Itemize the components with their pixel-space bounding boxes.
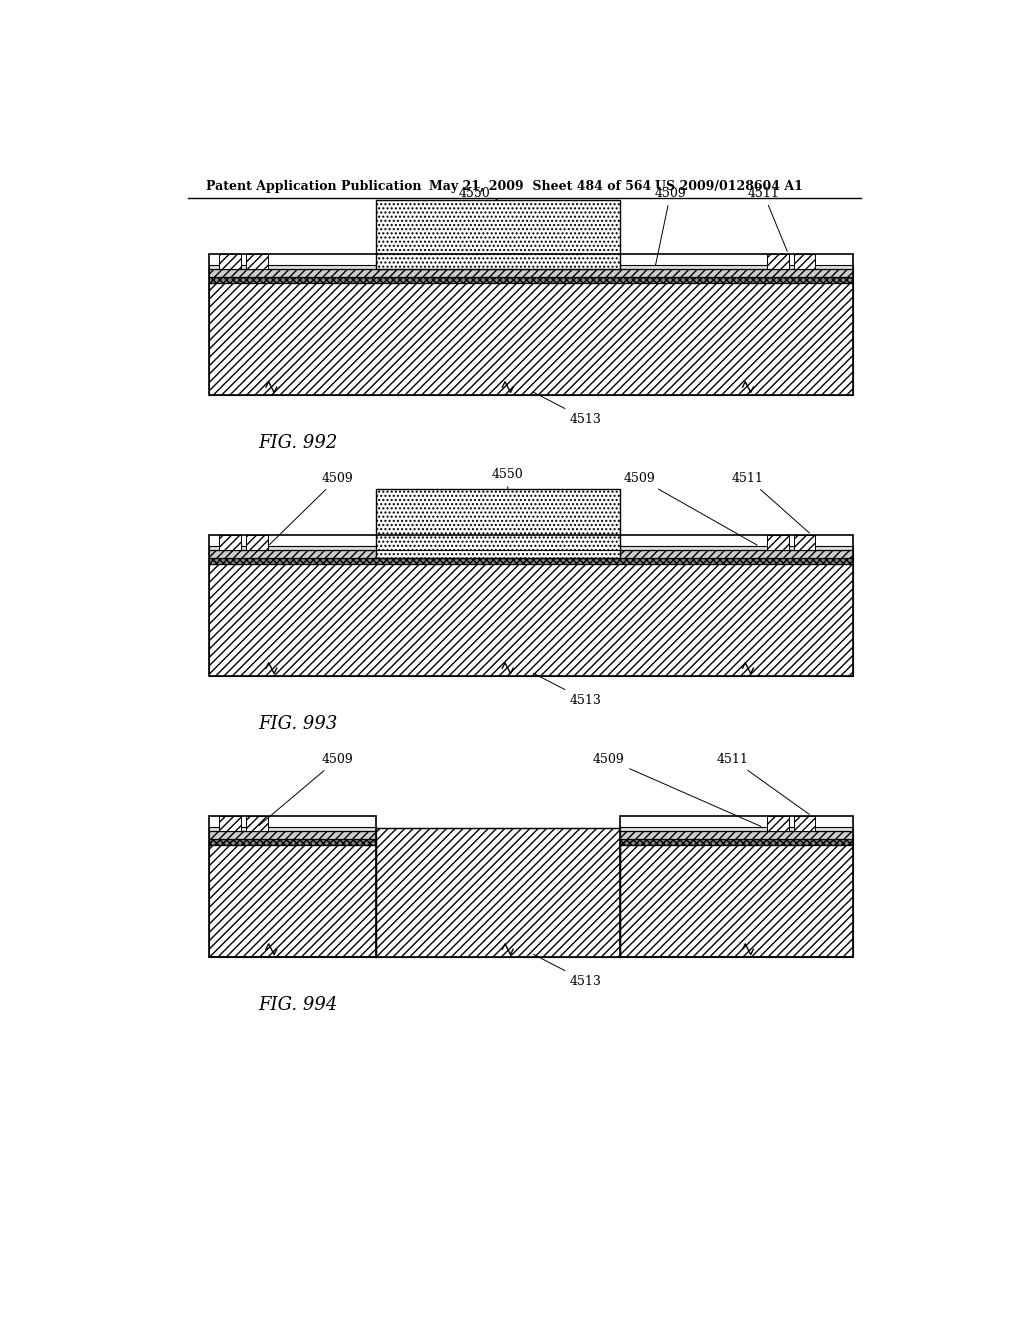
Bar	[209, 826, 376, 832]
Text: Patent Application Publication: Patent Application Publication	[206, 180, 421, 193]
Bar	[767, 816, 790, 832]
Bar	[621, 550, 853, 558]
Text: FIG. 992: FIG. 992	[258, 433, 338, 451]
Text: May 21, 2009  Sheet 484 of 564: May 21, 2009 Sheet 484 of 564	[429, 180, 651, 193]
Text: US 2009/0128604 A1: US 2009/0128604 A1	[655, 180, 803, 193]
Bar	[209, 545, 853, 550]
Bar	[246, 535, 267, 550]
Bar	[621, 832, 853, 840]
Text: 4511: 4511	[732, 471, 809, 533]
Bar	[246, 253, 267, 269]
Text: 4513: 4513	[534, 954, 601, 987]
Bar	[209, 269, 853, 277]
Bar	[376, 828, 621, 957]
Bar	[209, 816, 376, 957]
Bar	[376, 488, 621, 558]
Bar	[767, 535, 790, 550]
Text: 4511: 4511	[748, 187, 787, 251]
Text: 4509: 4509	[269, 471, 353, 545]
Text: 4509: 4509	[259, 752, 353, 826]
Bar	[209, 535, 853, 676]
Text: 4513: 4513	[534, 673, 601, 706]
Bar	[376, 201, 621, 269]
Bar	[794, 816, 815, 832]
Bar	[621, 845, 853, 957]
Bar	[376, 828, 621, 957]
Bar	[209, 564, 853, 676]
Text: 4509: 4509	[624, 471, 757, 545]
Bar	[767, 253, 790, 269]
Bar	[621, 840, 853, 845]
Text: 4550: 4550	[492, 469, 523, 488]
Bar	[209, 832, 376, 840]
Bar	[209, 840, 376, 845]
Bar	[219, 253, 241, 269]
Bar	[209, 265, 853, 269]
Bar	[621, 816, 853, 957]
Bar	[209, 253, 853, 395]
Text: 4509: 4509	[593, 752, 761, 826]
Text: 4509: 4509	[654, 187, 686, 265]
Bar	[209, 558, 853, 564]
Bar	[209, 277, 853, 284]
Bar	[209, 284, 853, 395]
Bar	[621, 826, 853, 832]
Text: 4511: 4511	[717, 752, 809, 814]
Text: FIG. 994: FIG. 994	[258, 995, 338, 1014]
Bar	[794, 253, 815, 269]
Text: 4513: 4513	[534, 392, 601, 425]
Bar	[246, 816, 267, 832]
Bar	[209, 550, 376, 558]
Bar	[209, 845, 376, 957]
Text: FIG. 993: FIG. 993	[258, 714, 338, 733]
Bar	[794, 535, 815, 550]
Bar	[219, 535, 241, 550]
Bar	[219, 816, 241, 832]
Text: 4550: 4550	[459, 187, 498, 199]
